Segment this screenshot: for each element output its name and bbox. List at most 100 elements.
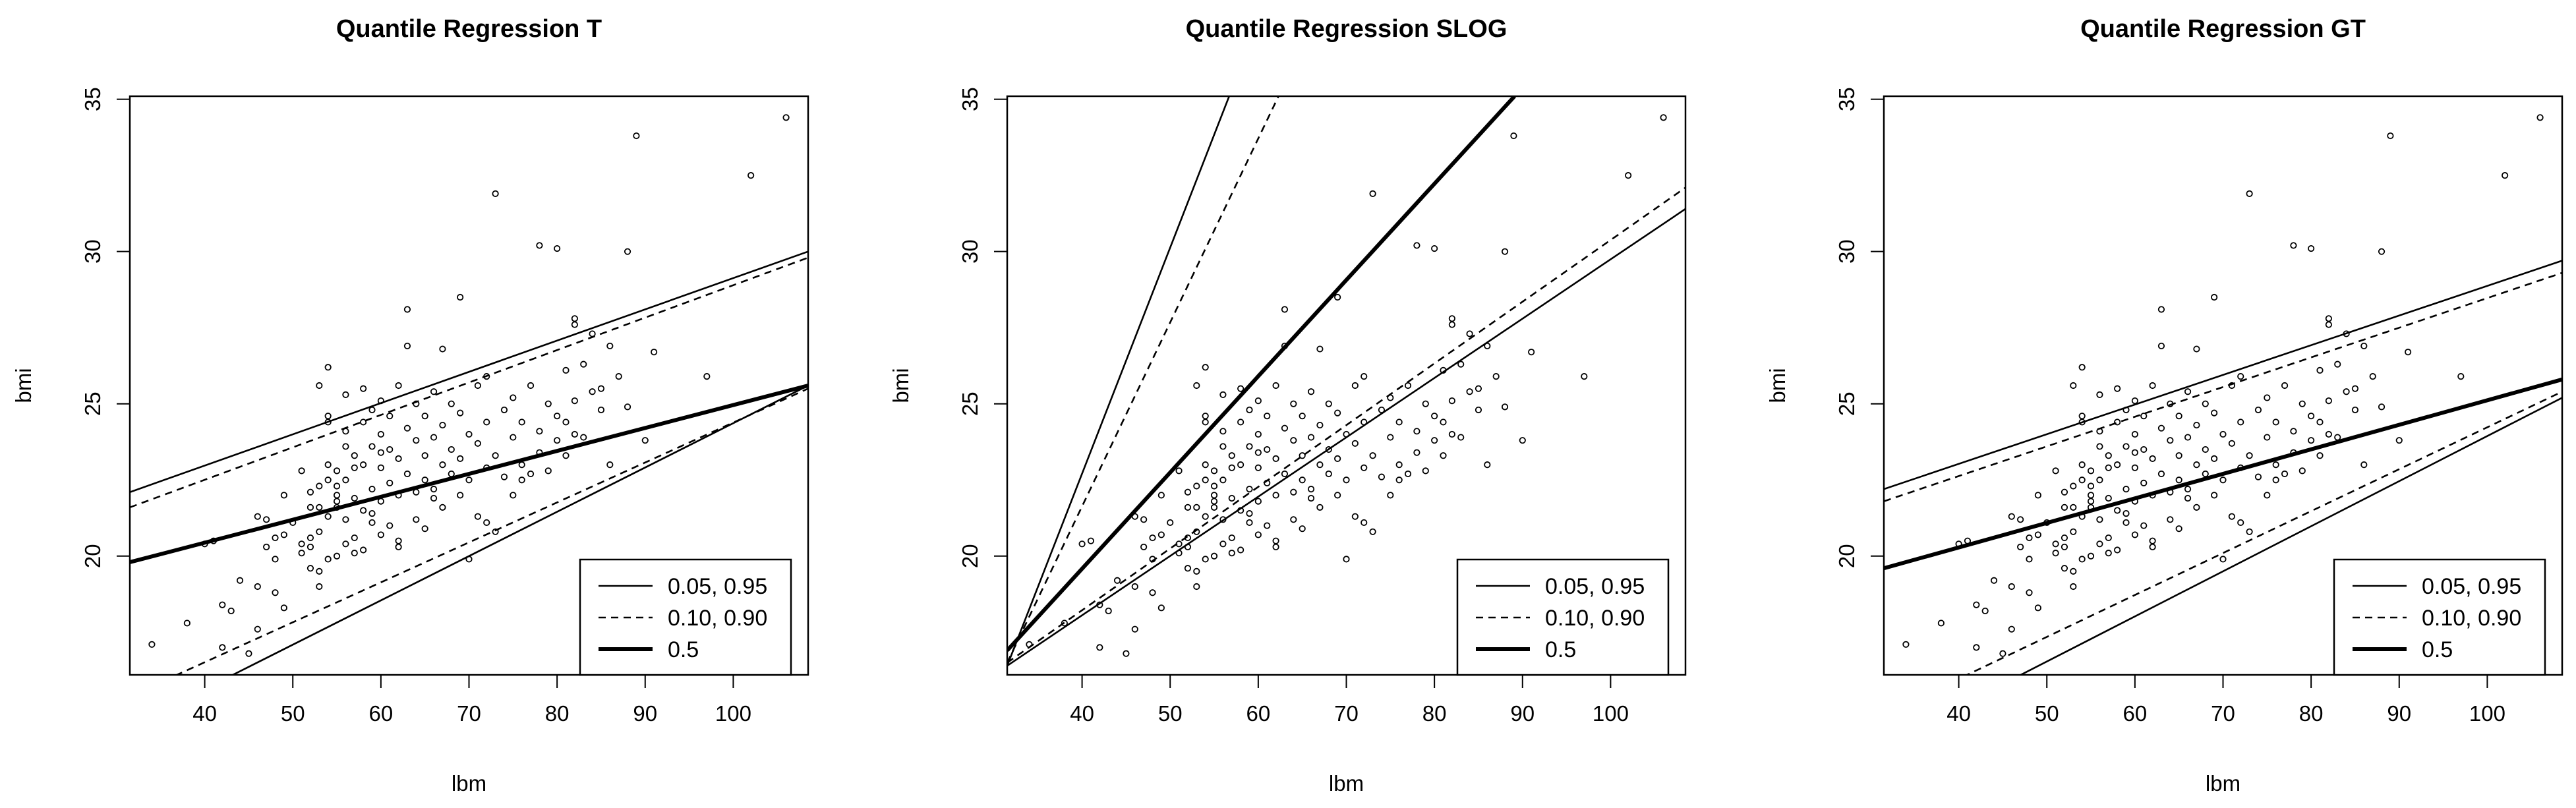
x-tick-label: 50 bbox=[281, 701, 305, 726]
data-point bbox=[333, 552, 341, 560]
data-point bbox=[1290, 400, 1297, 407]
data-point bbox=[324, 364, 332, 371]
data-point bbox=[2052, 540, 2059, 548]
data-point bbox=[2114, 418, 2121, 426]
data-point bbox=[421, 476, 428, 484]
data-point bbox=[307, 534, 314, 542]
data-point bbox=[474, 382, 481, 390]
data-point bbox=[2052, 550, 2059, 557]
data-point bbox=[2078, 476, 2086, 484]
data-point bbox=[510, 434, 517, 441]
data-point bbox=[2211, 293, 2218, 301]
data-point bbox=[1272, 455, 1279, 463]
data-point bbox=[1193, 482, 1200, 490]
data-point bbox=[1290, 488, 1297, 496]
data-point bbox=[2308, 245, 2315, 252]
data-point bbox=[351, 534, 358, 542]
data-point bbox=[1193, 567, 1200, 575]
data-point bbox=[1902, 641, 1910, 648]
y-tick-label: 35 bbox=[958, 87, 982, 111]
data-point bbox=[2193, 504, 2200, 511]
data-point bbox=[474, 440, 481, 447]
data-point bbox=[1325, 446, 1332, 453]
data-point bbox=[1184, 504, 1192, 511]
data-point bbox=[2078, 556, 2086, 563]
data-point bbox=[562, 366, 570, 374]
data-point bbox=[377, 430, 384, 438]
data-point bbox=[1219, 391, 1227, 398]
data-point bbox=[272, 589, 279, 596]
data-point bbox=[254, 625, 261, 633]
data-point bbox=[2096, 443, 2103, 450]
data-point bbox=[430, 494, 438, 502]
data-point bbox=[439, 421, 446, 429]
legend-label: 0.10, 0.90 bbox=[2422, 606, 2521, 631]
data-point bbox=[1660, 114, 1667, 121]
data-point bbox=[457, 455, 464, 463]
data-point bbox=[272, 556, 279, 563]
data-point bbox=[1184, 488, 1192, 496]
data-point bbox=[2149, 543, 2156, 551]
data-point bbox=[2114, 546, 2121, 554]
data-point bbox=[1105, 607, 1112, 615]
data-point bbox=[227, 607, 235, 615]
x-tick-label: 60 bbox=[369, 701, 394, 726]
data-point bbox=[1431, 413, 1438, 420]
data-point bbox=[1228, 464, 1235, 471]
data-point bbox=[2211, 455, 2218, 463]
data-point bbox=[1167, 519, 1174, 527]
x-tick-label: 70 bbox=[2211, 701, 2235, 726]
data-point bbox=[1228, 494, 1235, 502]
data-point bbox=[615, 373, 622, 380]
data-point bbox=[1413, 449, 1420, 456]
data-point bbox=[377, 464, 384, 471]
legend-label: 0.10, 0.90 bbox=[668, 606, 767, 631]
data-point bbox=[2096, 391, 2103, 398]
data-point bbox=[2184, 388, 2192, 395]
data-point bbox=[1457, 434, 1465, 441]
y-tick-label: 20 bbox=[80, 544, 105, 568]
data-point bbox=[1990, 577, 1998, 584]
data-point bbox=[2369, 373, 2376, 380]
x-tick-label: 80 bbox=[2299, 701, 2324, 726]
y-axis-label: bmi bbox=[11, 368, 36, 403]
data-point bbox=[1307, 486, 1315, 493]
data-point bbox=[1351, 440, 1359, 447]
x-tick-label: 70 bbox=[457, 701, 481, 726]
quantile-line-0.10 bbox=[1007, 187, 1685, 664]
data-point bbox=[580, 361, 587, 368]
data-point bbox=[1413, 242, 1420, 249]
data-point bbox=[2325, 315, 2332, 322]
data-point bbox=[1448, 430, 1455, 438]
data-point bbox=[368, 519, 376, 527]
data-point bbox=[2457, 373, 2465, 380]
data-point bbox=[1290, 516, 1297, 523]
data-point bbox=[1299, 413, 1306, 420]
scatter-points bbox=[148, 114, 790, 657]
data-point bbox=[439, 504, 446, 511]
data-point bbox=[554, 413, 561, 420]
data-point bbox=[1078, 540, 1086, 548]
data-point bbox=[2061, 534, 2068, 542]
legend-label: 0.05, 0.95 bbox=[1545, 574, 1645, 599]
y-axis-label: bmi bbox=[1765, 368, 1790, 403]
data-point bbox=[2034, 531, 2041, 538]
data-point bbox=[2017, 543, 2024, 551]
data-point bbox=[1448, 321, 1455, 328]
data-point bbox=[597, 385, 605, 392]
data-point bbox=[2502, 172, 2509, 179]
data-point bbox=[2298, 467, 2306, 475]
quantile-line-0.90 bbox=[130, 256, 808, 509]
data-point bbox=[1378, 473, 1386, 480]
data-point bbox=[2078, 364, 2086, 371]
quantile-line-0.90 bbox=[1007, 96, 1279, 664]
data-point bbox=[1219, 443, 1227, 450]
data-point bbox=[1237, 418, 1244, 426]
data-point bbox=[571, 321, 578, 328]
data-point bbox=[1431, 245, 1438, 252]
data-point bbox=[333, 482, 341, 490]
data-point bbox=[1351, 382, 1359, 390]
data-point bbox=[413, 516, 420, 523]
data-point bbox=[457, 293, 464, 301]
data-point bbox=[2264, 394, 2271, 401]
